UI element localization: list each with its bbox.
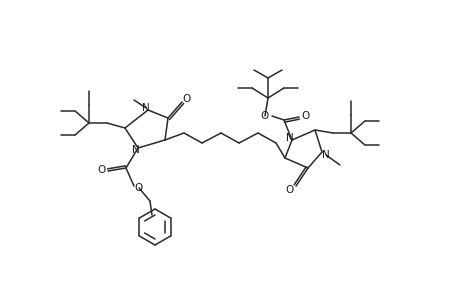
Text: O: O	[301, 111, 309, 121]
Text: O: O	[98, 165, 106, 175]
Text: N: N	[321, 150, 329, 160]
Text: O: O	[183, 94, 190, 104]
Text: N: N	[142, 103, 150, 113]
Text: O: O	[260, 111, 269, 121]
Text: N: N	[132, 145, 140, 155]
Text: O: O	[285, 185, 293, 195]
Text: O: O	[134, 183, 143, 193]
Text: N: N	[285, 133, 293, 143]
